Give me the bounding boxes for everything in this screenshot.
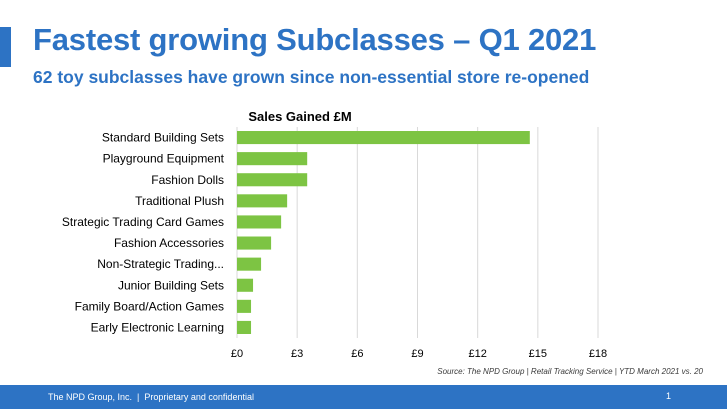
page-number: 1: [665, 391, 671, 401]
bar: [237, 299, 252, 313]
category-label: Fashion Accessories: [114, 236, 224, 250]
bar: [237, 278, 254, 292]
category-label: Playground Equipment: [103, 152, 225, 166]
footer-company: The NPD Group, Inc.: [48, 392, 133, 402]
bars: [237, 131, 530, 334]
bar: [237, 173, 308, 187]
x-tick-label: £6: [351, 348, 363, 360]
category-label: Traditional Plush: [135, 194, 224, 208]
bar: [237, 236, 272, 250]
footer-text: The NPD Group, Inc. | Proprietary and conf…: [48, 392, 254, 402]
bar: [237, 257, 262, 271]
category-label: Family Board/Action Games: [75, 299, 224, 313]
source-note: Source: The NPD Group | Retail Tracking …: [437, 367, 703, 376]
footer-bar: [0, 385, 727, 409]
x-tick-label: £9: [411, 348, 423, 360]
x-tick-label: £3: [291, 348, 303, 360]
sales-gained-bar-chart: Sales Gained £M Standard Building Sets Pl…: [62, 109, 607, 360]
bar: [237, 215, 282, 229]
category-labels: Standard Building Sets Playground Equipme…: [62, 131, 225, 335]
slide-title: Fastest growing Subclasses – Q1 2021: [33, 22, 597, 57]
bar: [237, 152, 308, 166]
bar: [237, 194, 288, 208]
slide-subtitle: 62 toy subclasses have grown since non-e…: [33, 67, 590, 87]
footer-note: Proprietary and confidential: [144, 392, 254, 402]
bar: [237, 320, 252, 334]
category-label: Non-Strategic Trading...: [97, 257, 224, 271]
x-tick-label: £15: [529, 348, 547, 360]
category-label: Strategic Trading Card Games: [62, 215, 224, 229]
title-accent-bar: [0, 27, 11, 67]
category-label: Standard Building Sets: [102, 131, 224, 145]
footer-separator: |: [137, 392, 140, 402]
x-tick-label: £0: [231, 348, 243, 360]
x-tick-label: £18: [589, 348, 607, 360]
bar: [237, 131, 530, 145]
x-axis-tick-labels: £0 £3 £6 £9 £12 £15 £18: [231, 348, 607, 360]
x-tick-label: £12: [468, 348, 486, 360]
category-label: Early Electronic Learning: [91, 320, 224, 334]
category-label: Fashion Dolls: [151, 173, 224, 187]
category-label: Junior Building Sets: [118, 278, 224, 292]
chart-title: Sales Gained £M: [248, 109, 351, 124]
